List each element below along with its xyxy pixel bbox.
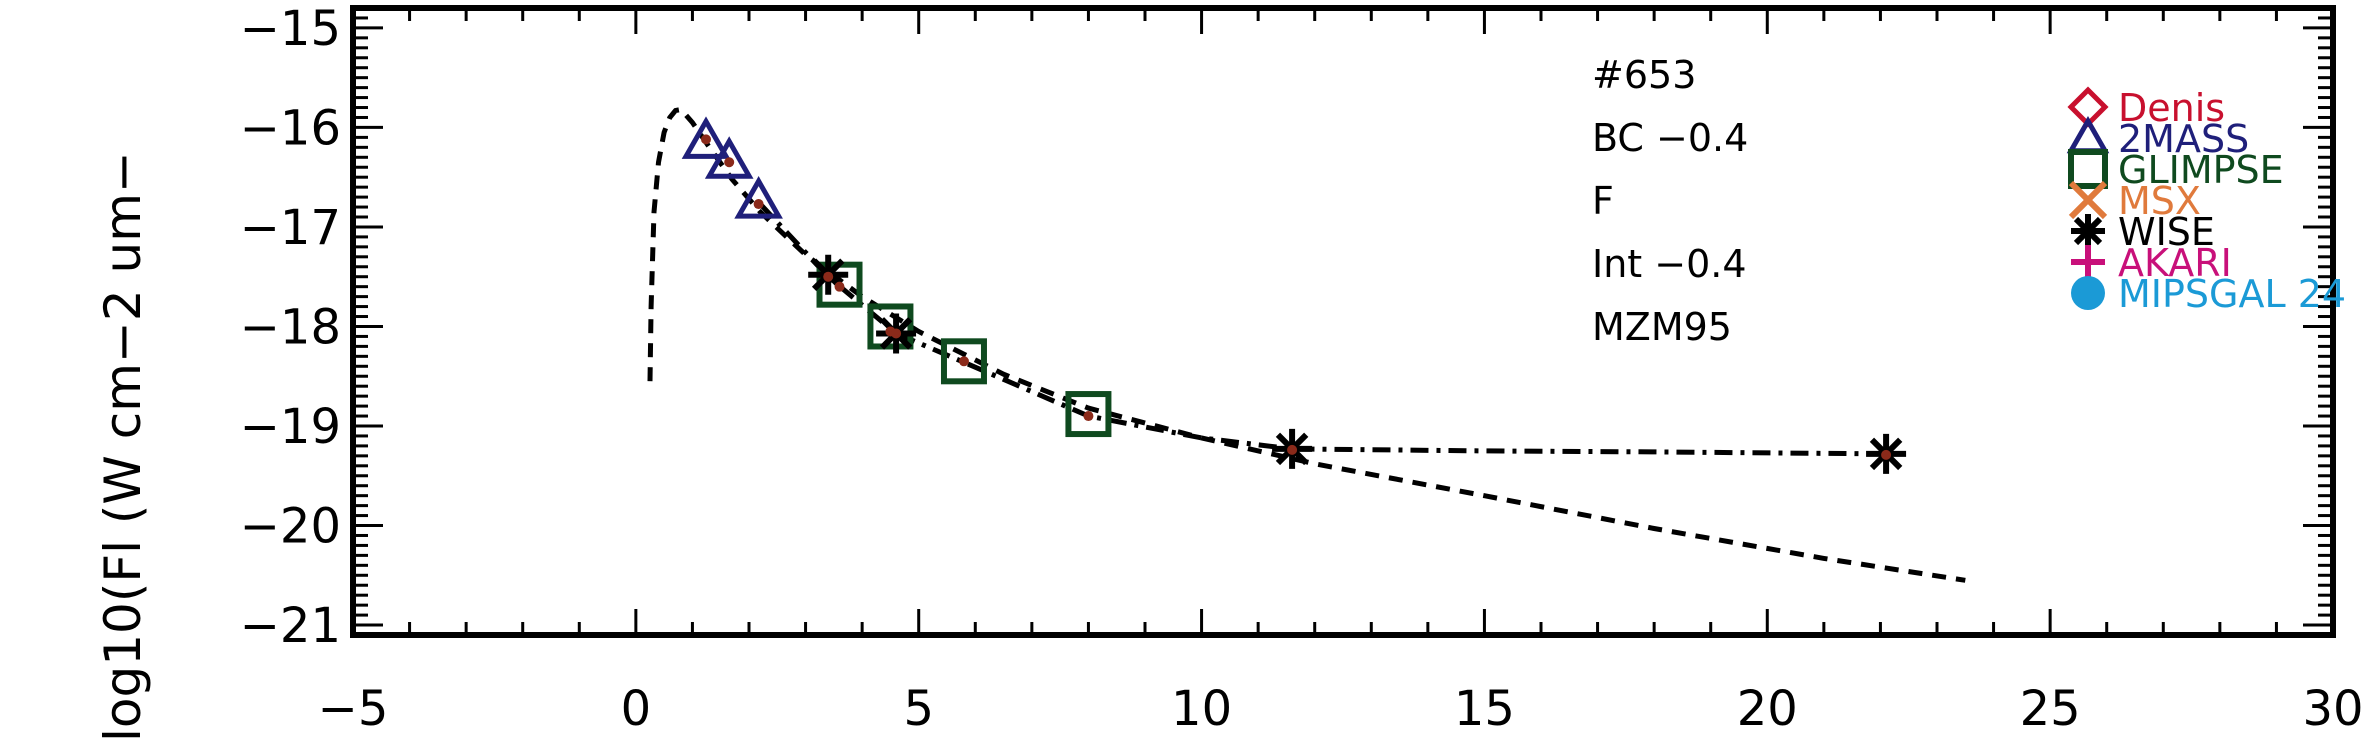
legend-label: AKARI xyxy=(2118,241,2232,285)
y-tick-label: −18 xyxy=(240,299,341,355)
glimpse-point xyxy=(1065,391,1112,438)
model-point xyxy=(823,271,834,282)
glimpse-point xyxy=(940,338,987,385)
y-tick-label: −16 xyxy=(240,100,341,156)
model-point xyxy=(1881,449,1892,460)
x-tick-label: −5 xyxy=(318,681,389,737)
x-tick-label: 20 xyxy=(1737,681,1798,737)
y-tick-labels: −21 −20 −19 −18 −17 −16 −15 xyxy=(240,1,341,654)
2mass-point xyxy=(734,176,783,219)
x-tick-label: 0 xyxy=(621,681,652,737)
model-point xyxy=(834,281,845,292)
legend-label: WISE xyxy=(2118,210,2215,254)
2mass-point xyxy=(681,116,731,159)
legend-label: GLIMPSE xyxy=(2118,148,2284,192)
2mass-point xyxy=(704,136,754,179)
legend-label: Denis xyxy=(2118,86,2225,130)
legend-marker-mipsgal-24 xyxy=(2071,276,2105,310)
y-tick-label: −21 xyxy=(240,598,341,654)
legend-marker-glimpse xyxy=(2068,149,2108,189)
legend-marker-akari xyxy=(2071,245,2105,279)
asterisk-stroke xyxy=(2073,216,2103,246)
x-tick-label: 15 xyxy=(1454,681,1515,737)
legend-label: MSX xyxy=(2118,179,2201,223)
legend-label: MIPSGAL 24 xyxy=(2118,272,2346,316)
model-point xyxy=(753,199,764,210)
x-stroke xyxy=(2068,180,2108,220)
model-point xyxy=(958,356,969,367)
model-point xyxy=(1287,444,1298,455)
y-axis-label: log10(Fl (W cm−2 um− xyxy=(94,151,152,742)
model-curve-dotted xyxy=(647,106,1966,583)
model-point xyxy=(701,134,712,145)
annotations: #653 BC −0.4 F Int −0.4 MZM95 xyxy=(1592,53,1748,349)
annotation-text: F xyxy=(1592,179,1614,223)
glimpse-point xyxy=(867,303,914,350)
model-point xyxy=(724,157,735,168)
model-point xyxy=(891,328,902,339)
y-tick-label: −20 xyxy=(240,499,341,555)
x-tick-label: 10 xyxy=(1171,681,1232,737)
legend-marker-wise xyxy=(2071,214,2105,248)
legend-marker-2mass xyxy=(2066,115,2110,154)
y-tick-label: −17 xyxy=(240,200,341,256)
annotation-text: BC −0.4 xyxy=(1592,116,1748,160)
model-point xyxy=(1083,411,1094,422)
model-curves xyxy=(647,106,1966,583)
y-tick-label: −19 xyxy=(240,399,341,455)
x-tick-labels: −5 0 5 10 15 20 25 30 xyxy=(318,681,2361,737)
legend-label: 2MASS xyxy=(2118,117,2249,161)
y-tick-label: −15 xyxy=(240,1,341,57)
x-tick-label: 30 xyxy=(2302,681,2361,737)
annotation-text: MZM95 xyxy=(1592,305,1732,349)
plot-frame xyxy=(350,5,2336,638)
annotation-text: Int −0.4 xyxy=(1592,242,1747,286)
x-tick-label: 25 xyxy=(2020,681,2081,737)
data-points xyxy=(681,116,1907,474)
annotation-text: #653 xyxy=(1592,53,1696,97)
legend-marker-msx xyxy=(2068,180,2108,220)
x-tick-label: 5 xyxy=(903,681,934,737)
